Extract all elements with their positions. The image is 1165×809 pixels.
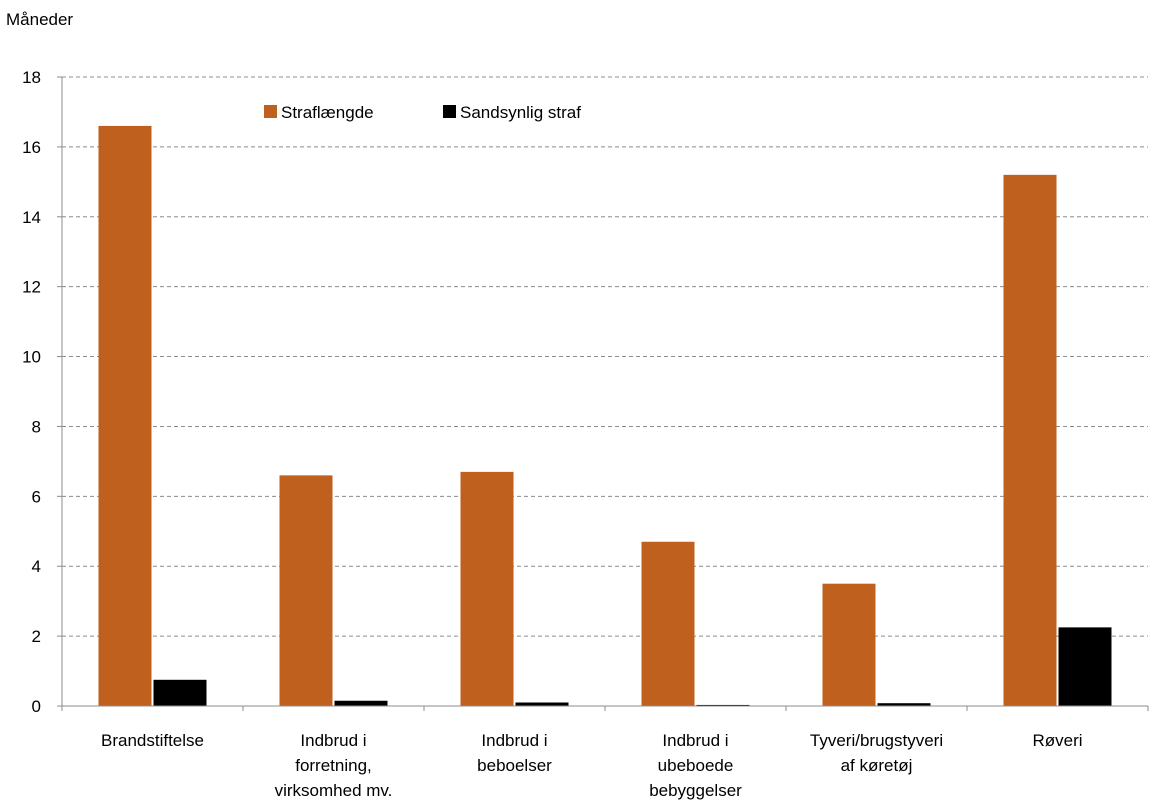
category-label: Indbrud i ubeboede bebyggelser bbox=[649, 731, 742, 800]
legend-label: Sandsynlig straf bbox=[460, 103, 581, 122]
bar-straflaengde bbox=[98, 125, 152, 706]
bar-straflaengde bbox=[460, 471, 514, 706]
category-label: Brandstiftelse bbox=[101, 731, 204, 750]
y-tick-label: 4 bbox=[32, 557, 41, 576]
bar-straflaengde bbox=[641, 541, 695, 706]
bar-sandsynlig-straf bbox=[515, 702, 569, 706]
category-label: Røveri bbox=[1032, 731, 1082, 750]
y-axis-label: Måneder bbox=[6, 10, 73, 29]
y-tick-label: 16 bbox=[22, 138, 41, 157]
x-axis-ticks bbox=[61, 706, 1149, 711]
y-tick-label: 12 bbox=[22, 278, 41, 297]
gridlines bbox=[62, 76, 1148, 637]
y-tick-label: 18 bbox=[22, 68, 41, 87]
bar-sandsynlig-straf bbox=[334, 700, 388, 706]
bar-sandsynlig-straf bbox=[1058, 627, 1112, 706]
bar-straflaengde bbox=[279, 475, 333, 706]
bar-straflaengde bbox=[1003, 174, 1057, 706]
y-tick-label: 14 bbox=[22, 208, 41, 227]
y-tick-label: 6 bbox=[32, 487, 41, 506]
bar-sandsynlig-straf bbox=[877, 703, 931, 706]
legend-swatch bbox=[443, 105, 456, 118]
y-tick-label: 2 bbox=[32, 627, 41, 646]
legend: Straflængde Sandsynlig straf bbox=[264, 103, 581, 122]
bar-sandsynlig-straf bbox=[696, 704, 750, 706]
legend-swatch bbox=[264, 105, 277, 118]
category-label: Indbrud i forretning, virksomhed mv. bbox=[275, 731, 393, 800]
legend-item: Sandsynlig straf bbox=[443, 103, 581, 122]
y-axis-ticks: 0 2 4 6 8 10 12 14 16 18 bbox=[22, 68, 62, 716]
y-tick-label: 10 bbox=[22, 348, 41, 367]
category-label: Tyveri/brugstyveri af køretøj bbox=[810, 731, 943, 775]
category-labels: Brandstiftelse Indbrud i forretning, virkso… bbox=[101, 731, 1083, 800]
legend-item: Straflængde bbox=[264, 103, 374, 122]
y-tick-label: 0 bbox=[32, 697, 41, 716]
legend-label: Straflængde bbox=[281, 103, 374, 122]
y-tick-label: 8 bbox=[32, 417, 41, 436]
category-label: Indbrud i beboelser bbox=[477, 731, 552, 775]
bar-straflaengde bbox=[822, 583, 876, 706]
bar-sandsynlig-straf bbox=[153, 679, 207, 706]
bars bbox=[98, 125, 1112, 706]
